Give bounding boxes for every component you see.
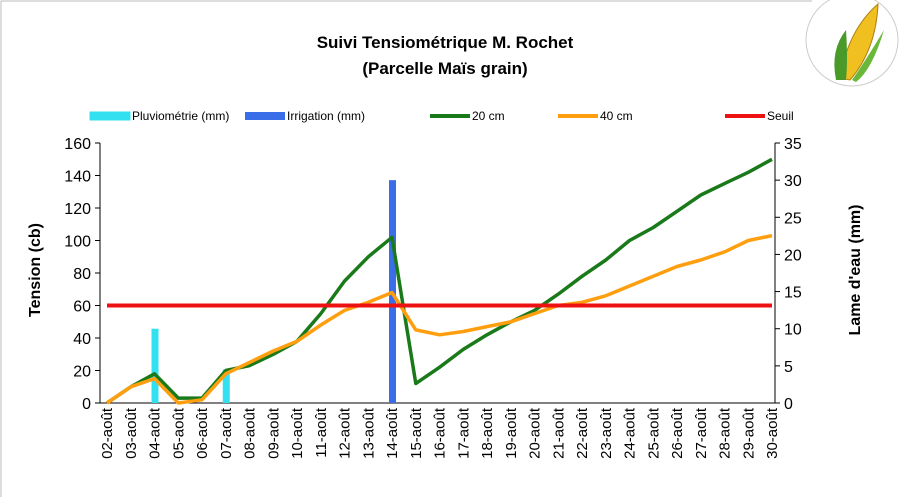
x-tick-label: 18-août (479, 407, 496, 459)
y-tick-label: 40 (73, 331, 91, 348)
y-tick-label: 80 (73, 266, 91, 283)
chart-subtitle: (Parcelle Maïs grain) (362, 59, 527, 78)
y2-tick-label: 10 (784, 322, 802, 339)
x-tick-label: 13-août (360, 407, 377, 459)
y-tick-label: 140 (64, 169, 91, 186)
x-tick-label: 02-août (99, 407, 116, 459)
x-tick-label: 29-août (740, 407, 757, 459)
x-tick-label: 19-août (503, 407, 520, 459)
x-tick-label: 12-août (337, 407, 354, 459)
y-tick-label: 120 (64, 201, 91, 218)
y-tick-label: 0 (82, 396, 91, 413)
y-tick-label: 100 (64, 234, 91, 251)
x-tick-label: 10-août (289, 407, 306, 459)
bar (152, 329, 159, 403)
x-tick-label: 21-août (550, 407, 567, 459)
x-tick-label: 08-août (242, 407, 259, 459)
x-tick-label: 05-août (170, 407, 187, 459)
y-tick-label: 20 (73, 364, 91, 381)
x-tick-label: 03-août (123, 407, 140, 459)
x-tick-label: 28-août (717, 407, 734, 459)
x-tick-label: 04-août (147, 407, 164, 459)
y-axis-label: Tension (cb) (27, 223, 44, 317)
y2-axis-label: Lame d'eau (mm) (847, 205, 864, 336)
y2-tick-label: 0 (784, 396, 793, 413)
y2-tick-label: 35 (784, 136, 802, 153)
legend-label: 20 cm (472, 109, 505, 123)
x-tick-label: 16-août (432, 407, 449, 459)
legend-label: Seuil (767, 109, 794, 123)
x-tick-label: 06-août (194, 407, 211, 459)
x-tick-label: 11-août (313, 407, 330, 458)
x-tick-label: 20-août (527, 407, 544, 459)
x-tick-label: 27-août (693, 407, 710, 459)
legend-swatch (245, 112, 285, 120)
y-tick-label: 60 (73, 299, 91, 316)
chart: Suivi Tensiométrique M. Rochet (Parcelle… (0, 0, 899, 497)
legend-label: Irrigation (mm) (287, 109, 365, 123)
x-tick-label: 23-août (598, 407, 615, 459)
y-tick-label: 160 (64, 136, 91, 153)
line (107, 236, 772, 403)
x-tick-label: 24-août (622, 407, 639, 459)
x-tick-label: 26-août (669, 407, 686, 459)
y2-tick-label: 15 (784, 285, 802, 302)
y2-tick-label: 25 (784, 210, 802, 227)
x-tick-label: 30-août (764, 407, 781, 459)
y2-tick-label: 20 (784, 247, 802, 264)
x-tick-label: 22-août (574, 407, 591, 459)
legend-label: 40 cm (600, 109, 633, 123)
corn-logo (806, 0, 898, 86)
legend-label: Pluviométrie (mm) (132, 109, 229, 123)
chart-title: Suivi Tensiométrique M. Rochet (317, 33, 574, 52)
legend-swatch (90, 112, 130, 120)
x-tick-label: 17-août (455, 407, 472, 459)
x-tick-label: 09-août (265, 407, 282, 459)
line (107, 159, 772, 403)
x-tick-label: 25-août (645, 407, 662, 459)
x-tick-label: 07-août (218, 407, 235, 459)
x-tick-label: 15-août (408, 407, 425, 459)
y2-tick-label: 30 (784, 173, 802, 190)
x-tick-label: 14-août (384, 407, 401, 459)
y2-tick-label: 5 (784, 359, 793, 376)
